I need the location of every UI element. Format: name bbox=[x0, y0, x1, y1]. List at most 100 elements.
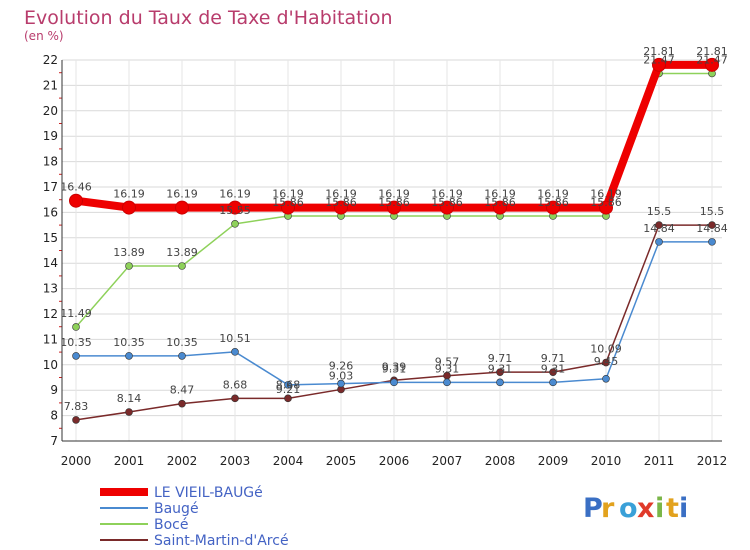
legend-label-0: LE VIEIL-BAUGé bbox=[154, 485, 263, 501]
data-label: 21.81 bbox=[643, 45, 675, 58]
data-label: 14.84 bbox=[643, 222, 675, 235]
data-point bbox=[387, 200, 401, 215]
data-point bbox=[602, 358, 610, 367]
data-point bbox=[655, 238, 663, 246]
logo-letter: x bbox=[637, 493, 654, 524]
data-point bbox=[708, 238, 716, 246]
data-point bbox=[602, 374, 610, 383]
data-label: 16.19 bbox=[537, 188, 569, 201]
data-point bbox=[72, 352, 80, 360]
data-label: 16.19 bbox=[272, 188, 304, 201]
data-label: 16.46 bbox=[60, 181, 92, 194]
axes: 7 8 9 10 11 12 13 14 15 16 17 18 19 20 21 22 2000 2001 200… bbox=[43, 53, 728, 468]
data-point bbox=[178, 399, 186, 408]
data-point bbox=[69, 193, 83, 208]
data-point bbox=[440, 200, 454, 215]
data-label: 9.31 bbox=[541, 362, 566, 375]
data-label: 16.19 bbox=[431, 188, 463, 201]
y-tick-label: 8 bbox=[50, 409, 58, 423]
data-label: 9.31 bbox=[382, 362, 407, 375]
data-label: 9.45 bbox=[594, 355, 619, 368]
data-label: 16.19 bbox=[113, 188, 145, 201]
y-tick-label: 19 bbox=[43, 129, 58, 143]
chart-title: Evolution du Taux de Taxe d'Habitation bbox=[24, 7, 393, 29]
data-label: 8.68 bbox=[223, 378, 248, 391]
data-label: 15.86 bbox=[272, 196, 304, 209]
data-label: 10.35 bbox=[60, 336, 92, 349]
x-tick-label: 2002 bbox=[167, 454, 198, 468]
y-tick-label: 18 bbox=[43, 155, 58, 169]
data-label: 16.19 bbox=[484, 188, 516, 201]
series-group bbox=[69, 57, 719, 424]
data-point bbox=[496, 368, 504, 376]
y-tick-label: 10 bbox=[43, 358, 58, 372]
data-label: 9.31 bbox=[435, 362, 460, 375]
data-point bbox=[178, 262, 186, 270]
data-point bbox=[337, 379, 345, 388]
logo-letter: t bbox=[666, 493, 679, 524]
data-point bbox=[231, 348, 239, 356]
data-label: 9.26 bbox=[329, 360, 354, 373]
data-label: 9.39 bbox=[382, 360, 407, 373]
data-point bbox=[175, 200, 189, 215]
data-label: 13.89 bbox=[166, 246, 198, 259]
y-tick-label: 13 bbox=[43, 282, 58, 296]
data-point bbox=[390, 378, 398, 387]
x-tick-label: 2000 bbox=[61, 454, 92, 468]
data-label: 8.47 bbox=[170, 384, 195, 397]
x-tick-label: 2012 bbox=[697, 454, 728, 468]
data-label: 16.19 bbox=[219, 188, 251, 201]
data-label: 15.86 bbox=[431, 196, 463, 209]
data-label: 16.19 bbox=[325, 188, 357, 201]
data-label: 7.83 bbox=[64, 400, 89, 413]
data-label: 15.86 bbox=[537, 196, 569, 209]
data-point bbox=[231, 220, 239, 228]
data-label: 15.86 bbox=[590, 196, 622, 209]
data-label: 9.71 bbox=[541, 352, 566, 365]
data-point bbox=[281, 200, 295, 215]
y-tick-label: 12 bbox=[43, 307, 58, 321]
x-tick-label: 2006 bbox=[379, 454, 410, 468]
data-point bbox=[599, 200, 613, 215]
x-tick-label: 2009 bbox=[538, 454, 569, 468]
legend-label-3: Saint-Martin-d'Arcé bbox=[154, 533, 289, 549]
data-point bbox=[493, 200, 507, 215]
data-label: 9.31 bbox=[488, 362, 513, 375]
legend-label-2: Bocé bbox=[154, 517, 188, 533]
data-label: 21.47 bbox=[696, 53, 728, 66]
x-tick-label: 2011 bbox=[644, 454, 675, 468]
y-tick-label: 14 bbox=[43, 256, 58, 270]
data-point bbox=[708, 221, 716, 229]
data-label: 9.57 bbox=[435, 356, 460, 369]
data-point bbox=[549, 378, 557, 387]
data-label: 15.86 bbox=[325, 196, 357, 209]
data-point bbox=[284, 381, 292, 389]
data-point bbox=[122, 200, 136, 215]
logo-letter: i bbox=[655, 493, 664, 524]
x-tick-label: 2005 bbox=[326, 454, 357, 468]
data-label: 15.55 bbox=[219, 204, 251, 217]
data-point bbox=[284, 394, 292, 403]
logo-letter: i bbox=[679, 493, 688, 524]
data-label: 10.09 bbox=[590, 343, 622, 356]
data-label: 13.89 bbox=[113, 246, 145, 259]
data-label: 16.19 bbox=[378, 188, 410, 201]
y-tick-label: 7 bbox=[50, 434, 58, 448]
data-point bbox=[178, 352, 186, 360]
y-tick-label: 11 bbox=[43, 332, 58, 346]
legend-label-1: Baugé bbox=[154, 501, 199, 517]
data-point bbox=[496, 378, 504, 387]
x-tick-label: 2010 bbox=[591, 454, 622, 468]
data-point bbox=[72, 323, 80, 331]
data-point bbox=[546, 200, 560, 215]
data-label: 11.49 bbox=[60, 307, 92, 320]
legend: LE VIEIL-BAUGéBaugéBocéSaint-Martin-d'Ar… bbox=[100, 485, 289, 549]
data-label: 16.19 bbox=[166, 188, 198, 201]
logo-letter: r bbox=[601, 493, 615, 524]
data-point bbox=[443, 378, 451, 387]
data-label: 8.14 bbox=[117, 392, 142, 405]
y-tick-label: 16 bbox=[43, 205, 58, 219]
x-tick-label: 2003 bbox=[220, 454, 251, 468]
data-point bbox=[231, 394, 239, 403]
